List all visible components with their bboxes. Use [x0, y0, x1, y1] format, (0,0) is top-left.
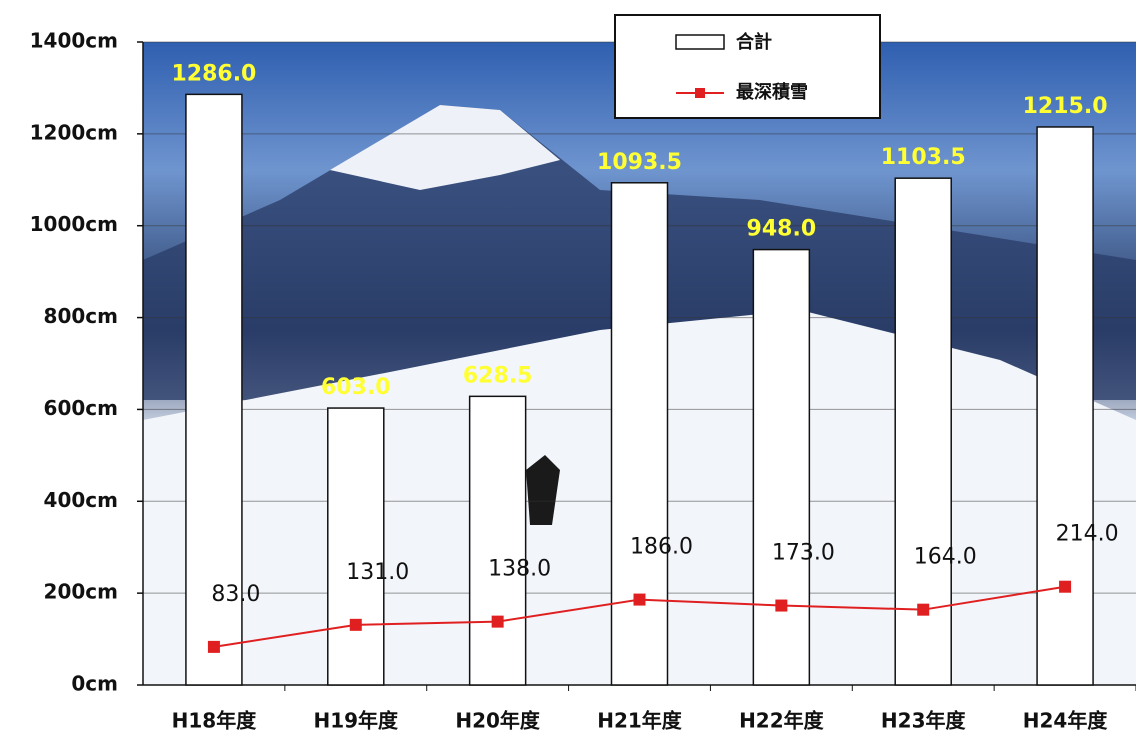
line-value-label: 131.0 [346, 560, 409, 585]
line-marker [491, 615, 504, 628]
line-marker [775, 599, 788, 612]
line-marker [917, 603, 930, 616]
line-value-label: 83.0 [211, 582, 260, 607]
legend-swatch [695, 88, 705, 98]
line-marker [349, 618, 362, 631]
line-value-label: 173.0 [772, 541, 835, 566]
y-tick-label: 1000cm [30, 212, 118, 236]
bar [894, 177, 952, 686]
legend-label: 合計 [736, 31, 772, 53]
x-tick-label: H21年度 [597, 709, 683, 733]
line-value-label: 164.0 [914, 545, 977, 570]
y-tick-label: 400cm [44, 488, 118, 512]
legend: 合計 最深積雪 [614, 14, 881, 119]
bar-value-label: 948.0 [747, 217, 817, 242]
y-tick-label: 200cm [44, 580, 118, 604]
line-marker [1059, 580, 1072, 593]
line-value-label: 186.0 [630, 535, 693, 560]
bar-value-label: 1103.5 [881, 145, 966, 170]
x-tick-label: H20年度 [455, 709, 541, 733]
y-tick-label: 1400cm [30, 29, 118, 53]
x-tick-label: H19年度 [313, 709, 399, 733]
bar [468, 395, 527, 686]
line-marker [207, 640, 220, 653]
bar-value-label: 603.0 [321, 375, 391, 400]
y-tick-label: 600cm [44, 396, 118, 420]
x-tick-label: H23年度 [881, 709, 967, 733]
y-tick-label: 1200cm [30, 120, 118, 144]
legend-swatch [675, 34, 725, 50]
bar [1036, 126, 1094, 686]
line-marker [633, 593, 646, 606]
bar-value-label: 1286.0 [171, 61, 256, 86]
bar [185, 93, 243, 686]
line-value-label: 214.0 [1056, 522, 1119, 547]
bar [752, 248, 811, 686]
y-tick-label: 800cm [44, 304, 118, 328]
x-tick-label: H18年度 [172, 709, 258, 733]
bar [327, 407, 385, 686]
line-value-label: 138.0 [488, 557, 551, 582]
bar-value-label: 1093.5 [597, 150, 682, 175]
x-tick-label: H24年度 [1023, 709, 1109, 733]
bar-value-label: 1215.0 [1023, 94, 1108, 119]
legend-label: 最深積雪 [736, 81, 808, 103]
x-tick-label: H22年度 [739, 709, 825, 733]
bar-value-label: 628.5 [463, 363, 533, 388]
y-tick-label: 0cm [71, 672, 118, 696]
bar [610, 182, 669, 686]
